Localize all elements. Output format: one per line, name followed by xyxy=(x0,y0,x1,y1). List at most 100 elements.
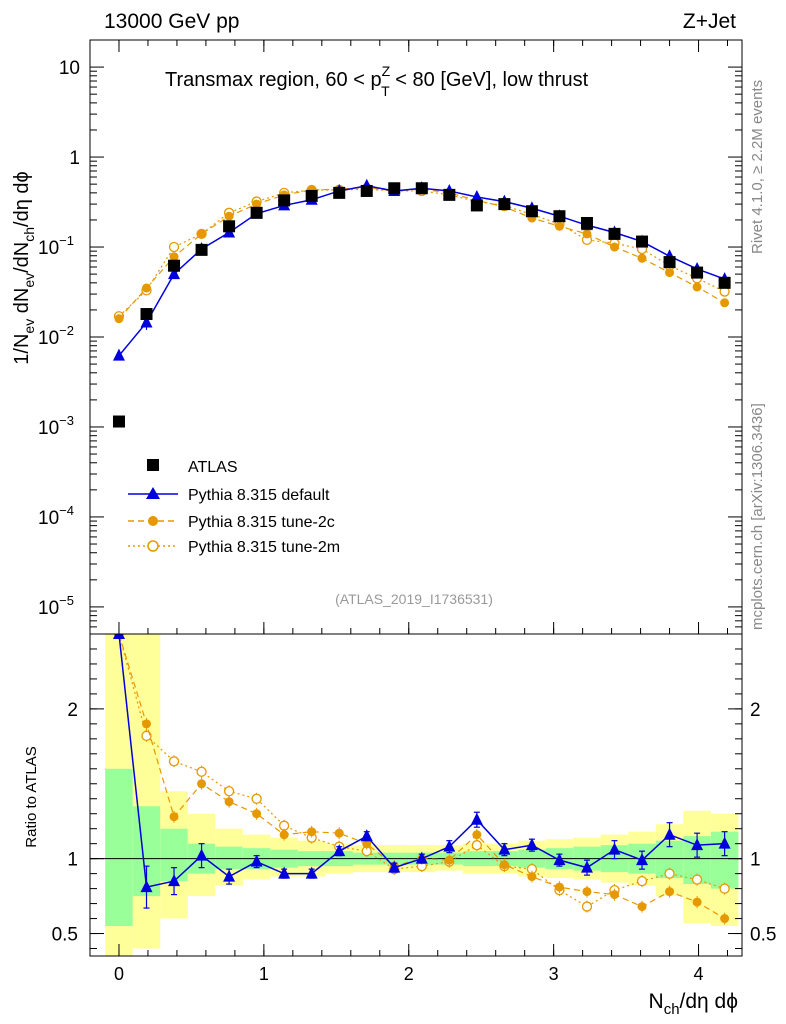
ratio-tick-label: 1 xyxy=(67,850,78,871)
ratio-point-2 xyxy=(582,887,592,897)
legend-tune2c-marker xyxy=(148,516,158,526)
ratio-point-2 xyxy=(362,839,372,849)
ratio-tick-label-right: 0.5 xyxy=(750,925,776,946)
analysis-watermark: (ATLAS_2019_I1736531) xyxy=(335,591,493,607)
point-2 xyxy=(142,283,152,293)
point-0 xyxy=(415,182,428,195)
point-1 xyxy=(140,315,153,328)
ratio-point-3 xyxy=(581,901,593,912)
ratio-point-2 xyxy=(472,830,482,840)
point-2 xyxy=(197,229,207,239)
ratio-point-1 xyxy=(305,866,318,879)
point-2 xyxy=(665,268,675,278)
rivet-label: Rivet 4.1.0, ≥ 2.2M events xyxy=(749,80,766,254)
ratio-y-axis-label: Ratio to ATLAS xyxy=(23,746,40,847)
ratio-tick-label: 2 xyxy=(67,700,78,721)
ratio-point-1 xyxy=(278,866,291,879)
point-2 xyxy=(169,252,179,262)
point-0 xyxy=(388,182,401,195)
point-0 xyxy=(525,205,538,218)
ratio-point-3 xyxy=(664,868,675,879)
ratio-point-2 xyxy=(197,779,207,789)
ratio-point-1 xyxy=(691,838,704,851)
ratio-point-2 xyxy=(665,887,675,897)
point-0 xyxy=(333,186,346,199)
ratio-point-1 xyxy=(360,829,373,842)
point-0 xyxy=(360,184,373,197)
y-tick-label: 10−1 xyxy=(38,233,74,259)
point-0 xyxy=(580,216,593,229)
ratio-point-1 xyxy=(415,851,428,864)
ratio-point-1 xyxy=(140,880,153,893)
point-2 xyxy=(720,298,730,308)
ratio-point-3 xyxy=(636,875,648,887)
ratio-point-1 xyxy=(195,848,208,861)
ratio-point-2 xyxy=(307,827,317,837)
ratio-point-2 xyxy=(692,897,702,907)
legend-default-label: Pythia 8.315 default xyxy=(188,487,330,504)
point-0 xyxy=(443,188,456,201)
point-0 xyxy=(553,210,566,223)
point-2 xyxy=(609,242,619,252)
ratio-point-3 xyxy=(223,786,235,797)
point-0 xyxy=(691,266,704,279)
ratio-point-2 xyxy=(527,872,537,882)
point-1 xyxy=(112,348,125,361)
ratio-point-3 xyxy=(719,883,730,894)
point-0 xyxy=(636,235,649,248)
point-1 xyxy=(168,267,181,280)
point-0 xyxy=(278,194,291,207)
point-0 xyxy=(718,276,731,289)
ratio-point-1 xyxy=(663,827,676,840)
ratio-series-group xyxy=(112,634,731,925)
ratio-point-1 xyxy=(608,842,621,855)
y-tick-label: 10 xyxy=(59,58,80,79)
ratio-point-1 xyxy=(112,634,125,639)
ratio-tick-label-right: 1 xyxy=(750,850,761,871)
point-0 xyxy=(608,227,621,240)
ratio-point-2 xyxy=(637,902,647,912)
main-series-group xyxy=(112,178,731,428)
ratio-point-1 xyxy=(580,860,593,873)
point-2 xyxy=(224,211,234,221)
ratio-point-2 xyxy=(142,719,152,729)
point-0 xyxy=(223,220,236,233)
ratio-point-1 xyxy=(718,836,731,849)
data-series xyxy=(112,178,731,925)
y-tick-label: 10−2 xyxy=(38,323,74,349)
ratio-uncertainty-bands xyxy=(105,634,739,956)
series-line-3 xyxy=(118,188,725,317)
ratio-point-2 xyxy=(169,812,179,822)
ratio-point-2 xyxy=(334,828,344,838)
x-tick-label: 3 xyxy=(549,964,559,984)
ratio-point-3 xyxy=(141,730,152,741)
legend: ATLAS Pythia 8.315 default Pythia 8.315 … xyxy=(128,459,340,556)
ratio-point-2 xyxy=(444,855,454,865)
y-axis-label: 1/Nev dNev/dNch/dη dϕ xyxy=(11,171,37,364)
ratio-point-1 xyxy=(553,853,566,866)
point-2 xyxy=(252,199,262,209)
y-tick-label: 1 xyxy=(69,148,80,169)
axes-ticks: 0 1 2 3 4 10−5 10−4 10−3 10−2 10−1 1 10 0.5 0.5 1 1 2 2 xyxy=(38,39,776,984)
x-tick-label: 2 xyxy=(404,964,414,984)
ratio-point-1 xyxy=(333,844,346,857)
point-0 xyxy=(470,199,483,212)
ratio-point-3 xyxy=(196,766,207,777)
y-tick-label: 10−3 xyxy=(38,413,74,439)
ratio-point-2 xyxy=(224,797,234,807)
point-2 xyxy=(582,229,592,239)
point-3 xyxy=(168,241,180,253)
x-tick-label: 4 xyxy=(694,964,704,984)
point-0 xyxy=(305,189,318,202)
ratio-point-1 xyxy=(636,853,649,866)
ratio-point-1 xyxy=(388,860,401,873)
legend-atlas-marker xyxy=(147,459,159,471)
point-0 xyxy=(140,308,153,321)
point-0 xyxy=(250,206,263,219)
ratio-plot-frame xyxy=(89,633,743,957)
point-0 xyxy=(112,415,125,428)
legend-atlas-label: ATLAS xyxy=(188,459,238,476)
y-tick-label: 10−5 xyxy=(38,593,74,619)
point-0 xyxy=(663,256,676,269)
